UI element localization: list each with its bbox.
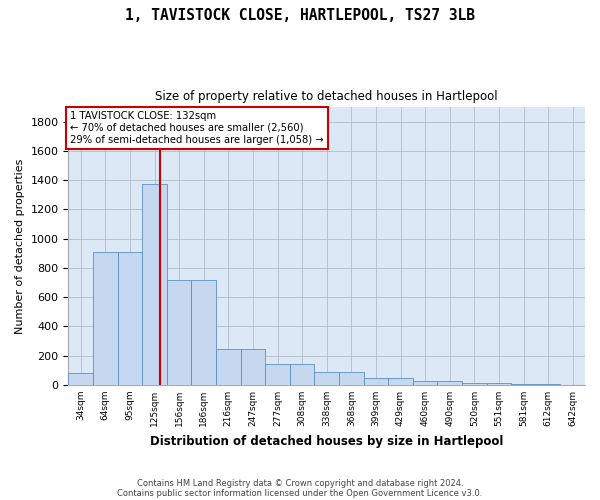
Bar	[388, 378, 413, 385]
Bar	[118, 252, 142, 385]
Bar	[241, 349, 265, 385]
Bar	[93, 252, 118, 385]
Y-axis label: Number of detached properties: Number of detached properties	[15, 158, 25, 334]
Bar	[487, 382, 511, 385]
Bar	[290, 364, 314, 385]
Bar	[462, 382, 487, 385]
Bar	[536, 384, 560, 385]
X-axis label: Distribution of detached houses by size in Hartlepool: Distribution of detached houses by size …	[150, 434, 503, 448]
Bar	[413, 382, 437, 385]
Bar	[142, 184, 167, 385]
Bar	[314, 372, 339, 385]
Title: Size of property relative to detached houses in Hartlepool: Size of property relative to detached ho…	[155, 90, 498, 103]
Text: 1, TAVISTOCK CLOSE, HARTLEPOOL, TS27 3LB: 1, TAVISTOCK CLOSE, HARTLEPOOL, TS27 3LB	[125, 8, 475, 22]
Bar	[167, 280, 191, 385]
Bar	[265, 364, 290, 385]
Bar	[364, 378, 388, 385]
Text: 1 TAVISTOCK CLOSE: 132sqm
← 70% of detached houses are smaller (2,560)
29% of se: 1 TAVISTOCK CLOSE: 132sqm ← 70% of detac…	[70, 112, 324, 144]
Bar	[339, 372, 364, 385]
Bar	[437, 382, 462, 385]
Bar	[216, 349, 241, 385]
Bar	[191, 280, 216, 385]
Text: Contains HM Land Registry data © Crown copyright and database right 2024.
Contai: Contains HM Land Registry data © Crown c…	[118, 478, 482, 498]
Bar	[68, 373, 93, 385]
Bar	[511, 384, 536, 385]
